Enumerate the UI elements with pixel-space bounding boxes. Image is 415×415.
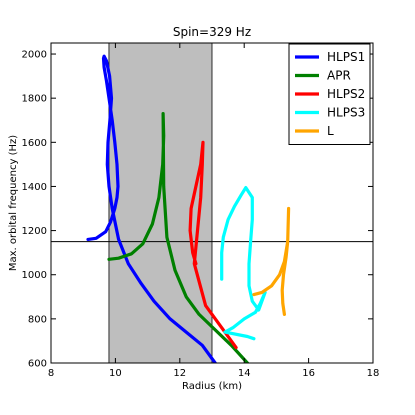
legend-label: HLPS1 <box>327 50 365 64</box>
y-tick-label: 1800 <box>22 94 47 105</box>
series-line-l <box>252 206 291 316</box>
series-lines <box>86 54 291 363</box>
x-tick-label: 10 <box>109 368 122 379</box>
y-tick-label: 1000 <box>22 270 47 281</box>
y-tick-label: 1200 <box>22 226 47 237</box>
y-axis-label: Max. orbital frequency (Hz) <box>8 135 19 271</box>
series-line-apr <box>107 111 249 363</box>
axes: 8 10 12 14 16 18 600 800 1000 1200 1400 1600 1800 200… <box>22 42 380 379</box>
chart-title: Spin=329 Hz <box>173 25 251 39</box>
plot-area <box>51 42 373 364</box>
legend-label: HLPS3 <box>327 106 365 120</box>
y-tick-label: 1600 <box>22 138 47 149</box>
legend: HLPS1 APR HLPS2 HLPS3 L <box>288 43 371 145</box>
y-tick-label: 1400 <box>22 182 47 193</box>
x-tick-label: 16 <box>302 368 315 379</box>
x-tick-label: 12 <box>173 368 186 379</box>
x-tick-label: 14 <box>238 368 251 379</box>
y-tick-label: 2000 <box>22 50 47 61</box>
x-axis-label: Radius (km) <box>182 381 242 392</box>
plot-frame <box>50 42 374 364</box>
series-line-hlps2 <box>188 140 238 350</box>
legend-label: APR <box>327 69 351 83</box>
shaded-region <box>108 42 213 364</box>
x-tick-label: 8 <box>48 368 54 379</box>
legend-label: HLPS2 <box>327 87 365 101</box>
y-tick-label: 800 <box>28 314 47 325</box>
legend-label: L <box>327 124 334 138</box>
x-tick-label: 18 <box>367 368 380 379</box>
series-line-hlps1 <box>86 54 217 363</box>
y-tick-label: 600 <box>28 359 47 370</box>
series-line-hlps3 <box>220 186 267 341</box>
